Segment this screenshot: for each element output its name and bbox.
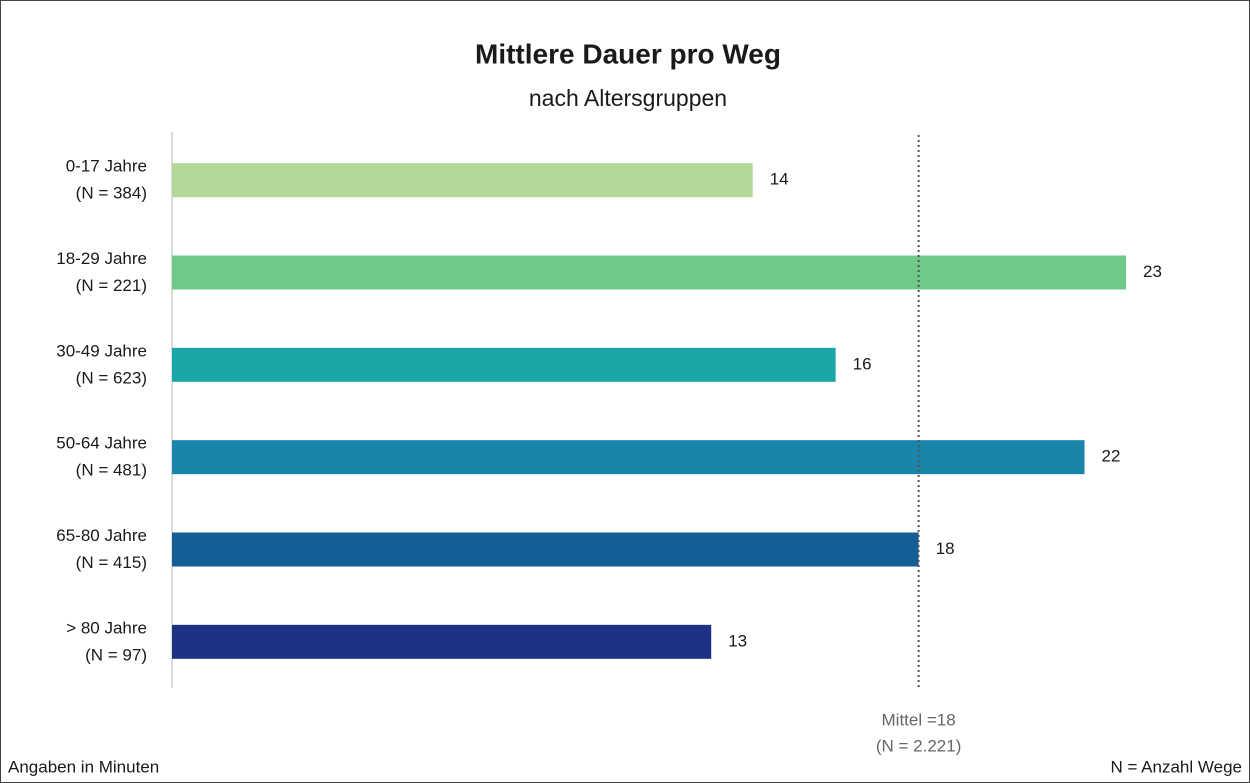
y-tick-label: > 80 Jahre [66, 618, 147, 637]
y-tick-label: 65-80 Jahre [56, 526, 147, 545]
y-tick-label: 50-64 Jahre [56, 434, 147, 453]
reference-note: (N = 2.221) [876, 736, 962, 755]
y-tick-note: (N = 97) [85, 645, 147, 664]
y-tick-label: 18-29 Jahre [56, 249, 147, 268]
y-tick-note: (N = 415) [76, 553, 147, 572]
chart-subtitle: nach Altersgruppen [529, 85, 727, 111]
data-label: 22 [1102, 447, 1121, 466]
bar [172, 532, 919, 567]
y-tick-note: (N = 221) [76, 276, 147, 295]
data-label: 14 [770, 170, 789, 189]
y-tick-note: (N = 384) [76, 184, 147, 203]
bar [172, 624, 712, 659]
bar [172, 440, 1085, 475]
data-label: 16 [853, 354, 872, 373]
footnote: Angaben in Minuten [8, 757, 159, 776]
data-label: 18 [936, 539, 955, 558]
bar [172, 255, 1127, 290]
y-tick-label: 30-49 Jahre [56, 341, 147, 360]
data-label: 13 [728, 631, 747, 650]
y-tick-note: (N = 481) [76, 461, 147, 480]
chart-title: Mittlere Dauer pro Weg [475, 38, 781, 69]
y-tick-note: (N = 623) [76, 368, 147, 387]
footnote: N = Anzahl Wege [1110, 757, 1242, 776]
bar [172, 347, 836, 382]
data-label: 23 [1143, 262, 1162, 281]
bar [172, 163, 753, 198]
reference-label: Mittel =18 [882, 710, 956, 729]
y-tick-label: 0-17 Jahre [66, 157, 147, 176]
